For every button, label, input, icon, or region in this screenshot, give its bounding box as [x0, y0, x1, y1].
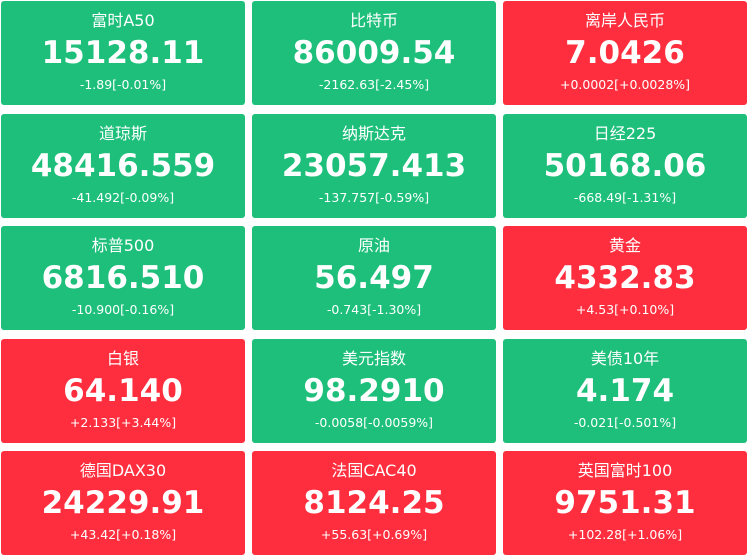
quote-change: -0.021[-0.501%]: [573, 414, 677, 430]
quote-price: 4.174: [575, 372, 675, 409]
quote-change: -0.0058[-0.0059%]: [314, 414, 434, 430]
quote-change: -10.900[-0.16%]: [71, 302, 175, 317]
quote-change: -2162.63[-2.45%]: [318, 77, 430, 92]
quote-tile[interactable]: 标普500 6816.510 -10.900[-0.16%]: [1, 226, 245, 330]
quote-name: 法国CAC40: [331, 461, 417, 480]
quote-name: 黄金: [608, 236, 641, 255]
quote-tile[interactable]: 比特币 86009.54 -2162.63[-2.45%]: [252, 1, 496, 105]
quote-price: 9751.31: [554, 485, 696, 521]
quote-tile[interactable]: 英国富时100 9751.31 +102.28[+1.06%]: [503, 451, 747, 555]
quote-tile[interactable]: 黄金 4332.83 +4.53[+0.10%]: [503, 226, 747, 330]
quote-name: 道琼斯: [98, 123, 147, 143]
quote-tile[interactable]: 离岸人民币 7.0426 +0.0002[+0.0028%]: [503, 1, 747, 105]
quote-name: 标普500: [91, 236, 155, 255]
quote-price: 8124.25: [303, 485, 445, 521]
quote-tile[interactable]: 德国DAX30 24229.91 +43.42[+0.18%]: [1, 451, 245, 555]
quote-change: -137.757[-0.59%]: [318, 189, 430, 205]
quote-price: 86009.54: [292, 35, 456, 71]
quote-price: 56.497: [314, 260, 434, 296]
quote-name: 英国富时100: [577, 461, 673, 480]
quote-name: 比特币: [349, 11, 398, 30]
quote-tile[interactable]: 白银 64.140 +2.133[+3.44%]: [1, 338, 245, 443]
quote-tile[interactable]: 日经225 50168.06 -668.49[-1.31%]: [503, 113, 747, 218]
quote-price: 48416.559: [30, 147, 216, 184]
quote-change: +102.28[+1.06%]: [567, 527, 683, 542]
quote-price: 98.2910: [303, 372, 445, 409]
quote-name: 富时A50: [91, 11, 155, 30]
quote-change: +0.0002[+0.0028%]: [559, 77, 691, 92]
quote-change: -41.492[-0.09%]: [71, 189, 175, 205]
quote-tile[interactable]: 美元指数 98.2910 -0.0058[-0.0059%]: [252, 338, 496, 443]
quote-name: 德国DAX30: [79, 461, 167, 480]
quote-price: 7.0426: [565, 35, 685, 71]
quote-change: +55.63[+0.69%]: [320, 527, 428, 542]
quote-tile[interactable]: 纳斯达克 23057.413 -137.757[-0.59%]: [252, 113, 496, 218]
quote-name: 纳斯达克: [341, 123, 406, 143]
quote-change: -0.743[-1.30%]: [326, 302, 422, 317]
quote-price: 64.140: [63, 372, 183, 409]
quote-tile[interactable]: 法国CAC40 8124.25 +55.63[+0.69%]: [252, 451, 496, 555]
quote-change: -668.49[-1.31%]: [573, 189, 677, 205]
quote-change: +4.53[+0.10%]: [575, 302, 675, 317]
quote-price: 23057.413: [281, 147, 467, 184]
quote-name: 离岸人民币: [584, 11, 665, 30]
quote-name: 白银: [106, 348, 139, 368]
quote-price: 15128.11: [41, 35, 205, 71]
quote-name: 美元指数: [341, 348, 406, 368]
quote-tile[interactable]: 美债10年 4.174 -0.021[-0.501%]: [503, 338, 747, 443]
quote-tile[interactable]: 原油 56.497 -0.743[-1.30%]: [252, 226, 496, 330]
quote-name: 日经225: [593, 123, 657, 143]
quote-tile[interactable]: 道琼斯 48416.559 -41.492[-0.09%]: [1, 113, 245, 218]
quote-change: +2.133[+3.44%]: [69, 414, 177, 430]
quote-price: 50168.06: [543, 147, 707, 184]
quote-price: 6816.510: [41, 260, 205, 296]
quote-price: 24229.91: [41, 485, 205, 521]
quote-change: +43.42[+0.18%]: [69, 527, 177, 542]
quote-tile[interactable]: 富时A50 15128.11 -1.89[-0.01%]: [1, 1, 245, 105]
quote-name: 美债10年: [590, 348, 660, 368]
quote-name: 原油: [357, 236, 390, 255]
quote-change: -1.89[-0.01%]: [79, 77, 167, 92]
quote-price: 4332.83: [554, 260, 696, 296]
